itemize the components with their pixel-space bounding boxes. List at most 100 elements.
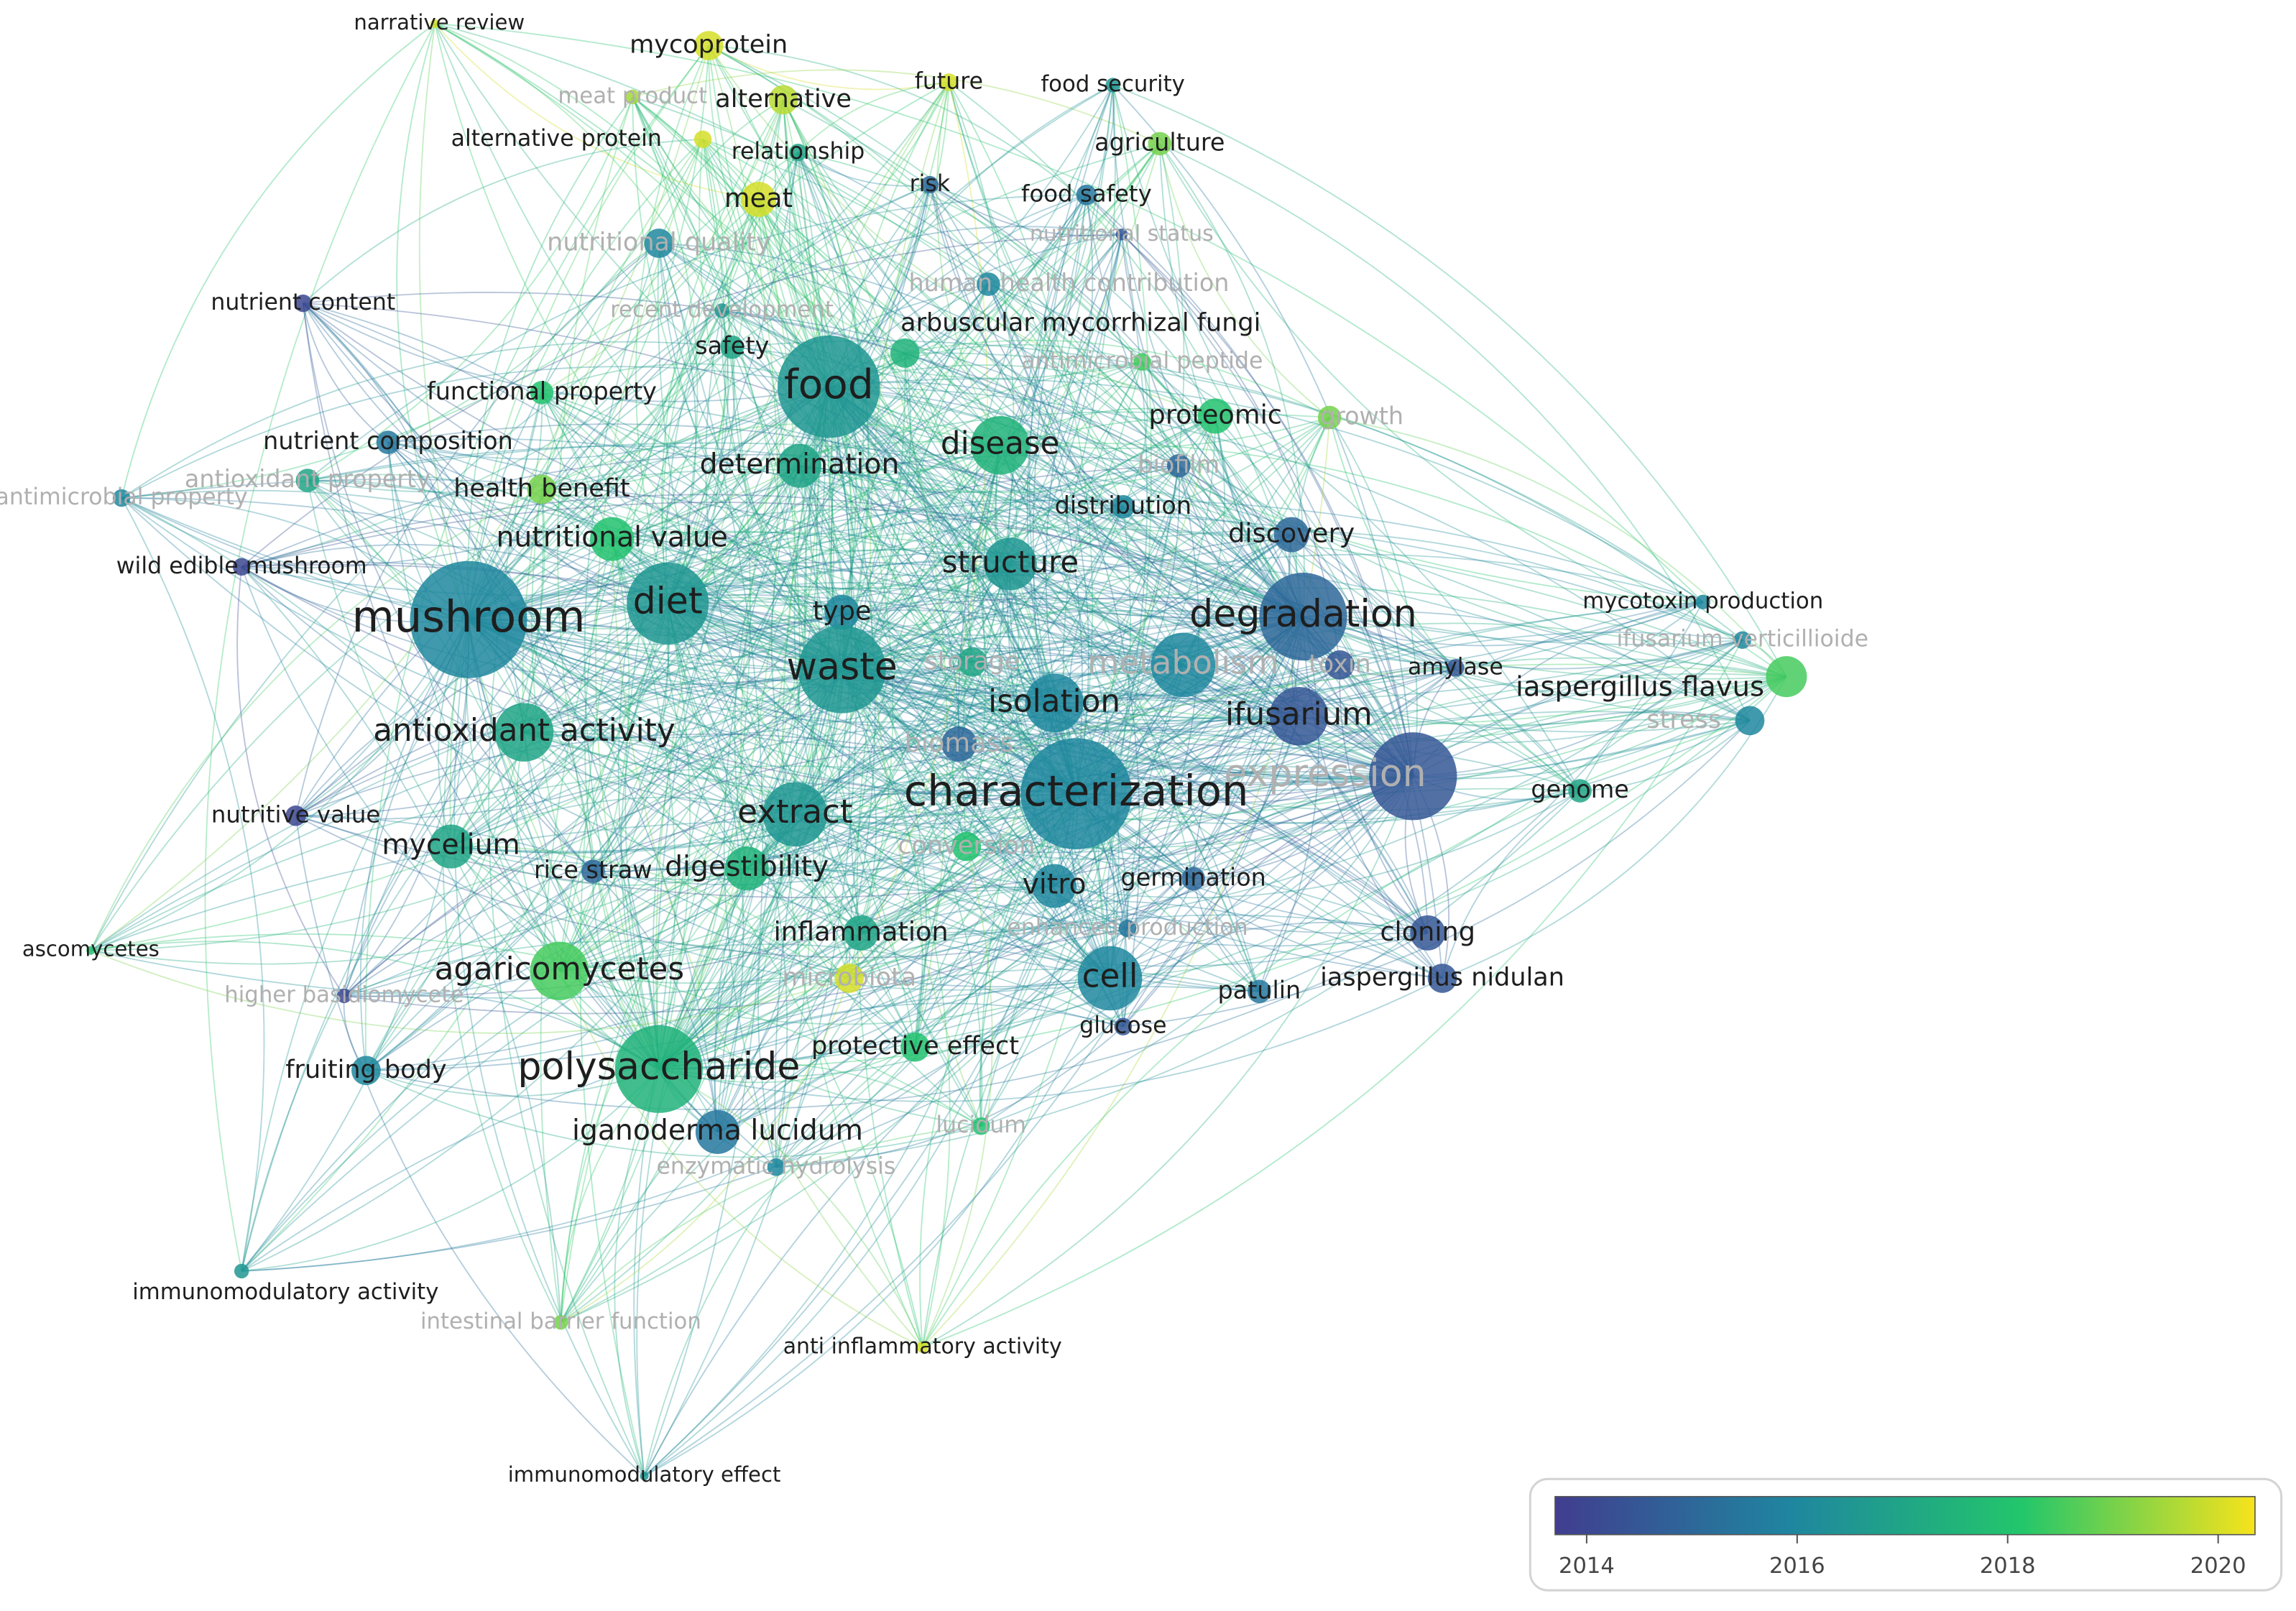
link	[1086, 194, 1443, 979]
link	[241, 346, 733, 1272]
link	[783, 99, 1055, 704]
link	[1075, 415, 1217, 795]
link	[667, 507, 1292, 604]
link	[468, 619, 1111, 979]
link	[860, 900, 1443, 979]
link	[592, 139, 727, 872]
link	[948, 81, 1304, 617]
link	[121, 497, 668, 615]
link	[387, 441, 1292, 578]
link	[387, 442, 719, 1132]
link	[988, 143, 1161, 285]
link	[614, 1068, 660, 1477]
link	[632, 96, 1055, 887]
link	[524, 715, 1299, 795]
link	[860, 85, 1116, 933]
link	[632, 96, 1077, 794]
link	[241, 793, 1076, 1272]
link	[1121, 234, 1414, 777]
node	[1133, 353, 1151, 371]
link	[541, 392, 916, 1048]
link	[121, 497, 1260, 992]
node-label: agaricomycetes	[435, 951, 684, 987]
node-label: safety	[695, 332, 769, 360]
link	[303, 303, 660, 1069]
link	[841, 669, 1260, 992]
link	[660, 99, 784, 604]
link	[468, 619, 959, 749]
nodes	[86, 19, 1807, 1481]
link	[344, 775, 1414, 1015]
link	[592, 742, 1414, 872]
link	[365, 184, 931, 1071]
link	[798, 466, 1055, 887]
link	[915, 775, 1414, 1048]
link	[716, 387, 853, 1132]
node	[695, 1109, 740, 1154]
link	[635, 45, 710, 604]
link	[658, 977, 1443, 1102]
node	[1273, 517, 1309, 553]
link	[434, 23, 843, 670]
node-label: distribution	[1055, 491, 1191, 520]
link	[558, 465, 801, 971]
link	[667, 602, 1340, 700]
link	[798, 465, 1184, 666]
link	[658, 199, 796, 1070]
legend-tick-label: 2016	[1769, 1554, 1825, 1579]
node	[777, 443, 822, 488]
link	[540, 152, 799, 1323]
node	[376, 430, 400, 454]
link	[295, 611, 843, 817]
link	[841, 668, 1428, 934]
link	[344, 940, 850, 997]
link	[658, 1061, 982, 1127]
link	[241, 386, 829, 569]
link	[1141, 361, 1414, 777]
node	[1197, 398, 1233, 434]
link	[828, 386, 1743, 645]
link	[468, 619, 850, 979]
link	[434, 23, 733, 348]
link	[849, 415, 1217, 979]
link	[558, 970, 923, 1348]
node	[768, 85, 798, 115]
link	[560, 310, 751, 1323]
link	[667, 603, 862, 933]
link	[842, 657, 1414, 777]
node	[1410, 915, 1446, 951]
node-label: antioxidant activity	[373, 713, 675, 749]
link	[343, 386, 829, 997]
node-label: stress	[1646, 705, 1721, 734]
link	[980, 716, 1300, 1127]
link	[468, 411, 1216, 620]
link	[1097, 415, 1217, 979]
link	[999, 445, 1120, 979]
link	[241, 453, 1124, 568]
link	[307, 479, 1743, 703]
link	[702, 139, 1292, 535]
link	[241, 415, 1216, 596]
link	[667, 603, 1194, 880]
link	[121, 366, 829, 499]
link	[559, 702, 1055, 972]
link	[295, 668, 843, 820]
node-label: iaspergillus flavus	[1516, 670, 1764, 703]
link	[451, 846, 1110, 991]
link	[451, 664, 1184, 854]
node-label: nutritional value	[496, 522, 728, 554]
link	[959, 697, 1299, 745]
link	[658, 99, 821, 1070]
link	[541, 488, 1077, 795]
node	[834, 964, 865, 993]
link	[1127, 466, 1199, 929]
link	[121, 489, 843, 670]
link	[658, 846, 967, 1070]
link	[731, 347, 843, 670]
node	[1427, 964, 1457, 993]
link	[451, 796, 796, 847]
link	[828, 386, 1443, 979]
link	[705, 310, 796, 815]
node	[714, 303, 729, 318]
